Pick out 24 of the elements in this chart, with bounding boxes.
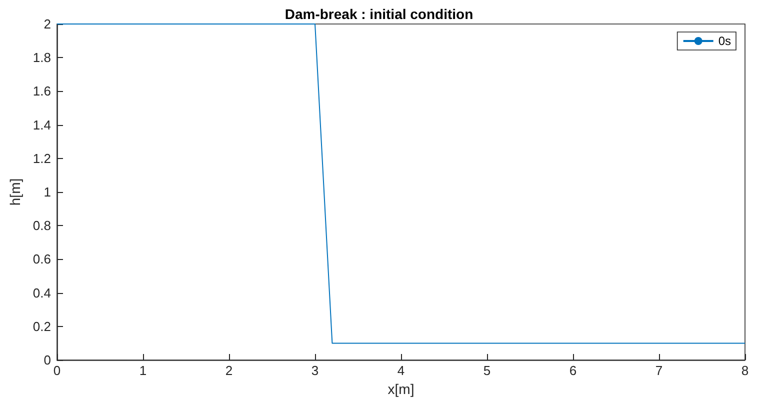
chart-title: Dam-break : initial condition — [284, 6, 474, 22]
y-tick-label: 1.6 — [32, 84, 51, 99]
y-tick-label: 1 — [44, 184, 51, 200]
x-tick-label: 7 — [655, 363, 663, 378]
y-tick-label: 1.8 — [32, 50, 51, 66]
y-tick-label: 0.8 — [32, 218, 51, 234]
x-axis-title: x[m] — [388, 381, 414, 397]
y-tick-label: 1.4 — [32, 117, 51, 132]
x-tick-label: 6 — [569, 363, 577, 378]
y-tick-label: 0 — [44, 352, 51, 368]
x-tick-label: 3 — [311, 363, 319, 378]
x-tick-label: 0 — [53, 363, 61, 378]
y-tick-label: 0.4 — [32, 285, 51, 300]
x-tick-label: 5 — [483, 363, 491, 378]
x-tick-label: 8 — [741, 363, 749, 378]
y-tick-label: 2 — [44, 16, 51, 32]
y-tick-label: 0.6 — [32, 252, 51, 267]
x-tick-label: 4 — [397, 363, 405, 378]
y-tick-label: 1.2 — [32, 150, 51, 166]
x-tick-label: 2 — [225, 363, 233, 378]
legend-label: 0s — [718, 34, 732, 48]
y-tick-label: 0.2 — [32, 318, 51, 334]
x-tick-label: 1 — [139, 363, 147, 378]
y-axis-title: h[m] — [7, 178, 24, 206]
